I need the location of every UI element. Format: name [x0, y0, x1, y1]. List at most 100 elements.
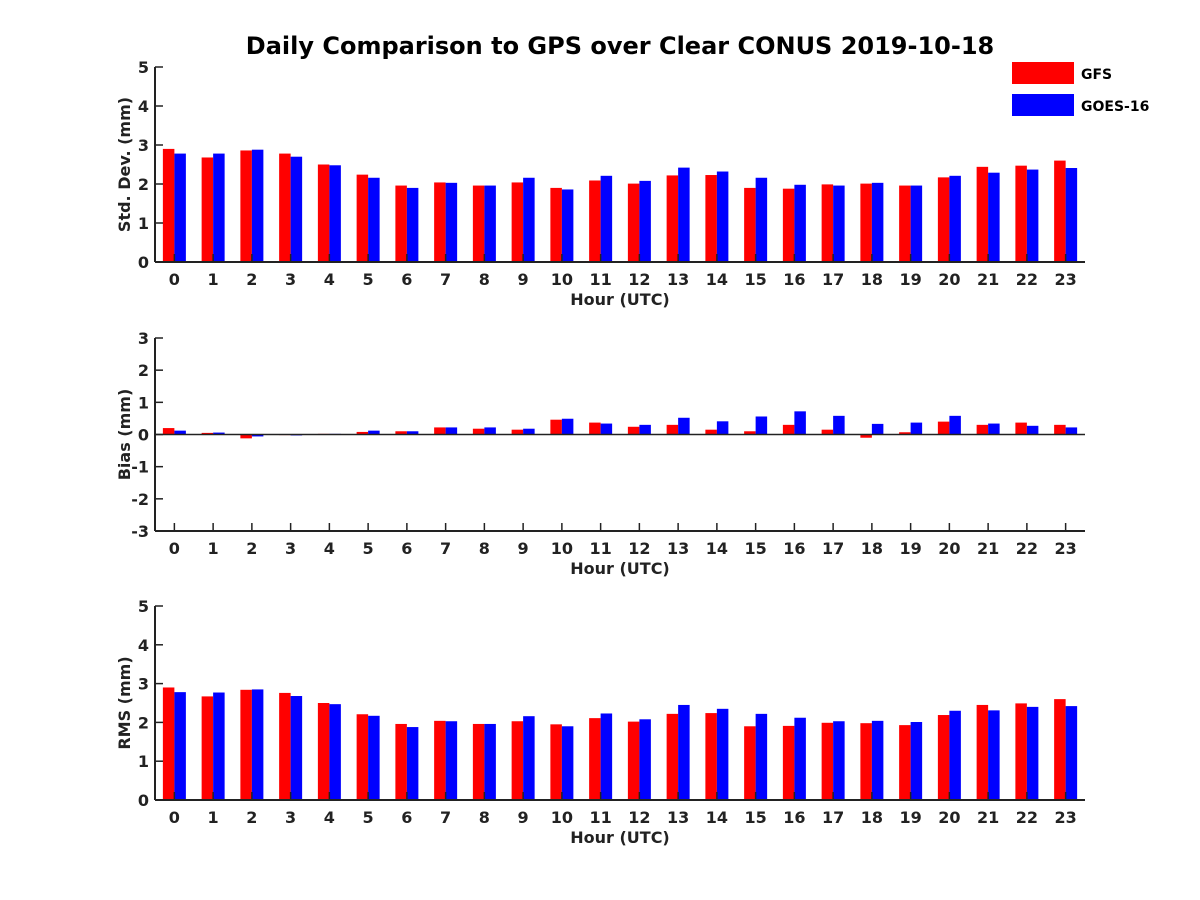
x-tick-label-std-10: 10 — [551, 270, 573, 289]
x-tick-label-rms-19: 19 — [899, 808, 921, 827]
x-tick-label-rms-8: 8 — [479, 808, 490, 827]
bar-bias-gfs-2 — [240, 434, 252, 439]
bar-rms-gfs-8 — [472, 723, 485, 800]
bar-std-gfs-3 — [279, 153, 291, 262]
x-tick-label-bias-8: 8 — [479, 539, 490, 558]
y-tick-label-bias--3: -3 — [131, 522, 149, 541]
bar-bias-goes16-5 — [368, 430, 380, 435]
bar-rms-goes16-15 — [755, 713, 768, 800]
bar-bias-gfs-19 — [899, 432, 911, 435]
x-tick-label-std-15: 15 — [744, 270, 766, 289]
bar-bias-gfs-1 — [201, 432, 214, 435]
x-tick-label-std-14: 14 — [706, 270, 728, 289]
bar-std-gfs-0 — [162, 148, 175, 262]
x-tick-label-rms-2: 2 — [246, 808, 257, 827]
x-tick-label-std-11: 11 — [589, 270, 611, 289]
bar-rms-gfs-13 — [666, 713, 679, 800]
y-axis-label-rms: RMS (mm) — [115, 656, 134, 749]
x-tick-label-std-20: 20 — [938, 270, 960, 289]
x-tick-label-bias-5: 5 — [363, 539, 374, 558]
x-axis-label-bias: Hour (UTC) — [570, 559, 670, 578]
x-tick-label-std-8: 8 — [479, 270, 490, 289]
bar-rms-goes16-16 — [794, 717, 806, 800]
bar-std-gfs-22 — [1015, 165, 1027, 262]
bar-std-goes16-4 — [329, 165, 341, 262]
bar-std-goes16-14 — [716, 171, 729, 262]
bar-std-goes16-12 — [639, 180, 651, 262]
bar-std-gfs-14 — [705, 175, 717, 262]
bar-rms-goes16-6 — [406, 727, 419, 800]
bar-rms-gfs-6 — [395, 723, 407, 800]
bar-std-goes16-3 — [290, 156, 303, 262]
bar-std-goes16-16 — [794, 184, 806, 262]
x-tick-label-std-23: 23 — [1054, 270, 1076, 289]
bar-bias-gfs-9 — [511, 429, 524, 435]
x-tick-label-std-13: 13 — [667, 270, 689, 289]
bar-rms-gfs-1 — [201, 696, 214, 800]
x-tick-label-rms-5: 5 — [363, 808, 374, 827]
bar-std-goes16-15 — [755, 177, 768, 262]
bar-rms-goes16-0 — [174, 692, 186, 800]
y-tick-label-std-0: 0 — [138, 253, 149, 272]
bar-rms-gfs-18 — [860, 723, 872, 800]
bar-std-gfs-1 — [201, 157, 214, 262]
bar-bias-gfs-5 — [356, 431, 369, 435]
y-tick-label-bias-3: 3 — [138, 329, 149, 348]
bar-bias-gfs-13 — [666, 424, 679, 435]
y-tick-label-rms-2: 2 — [138, 713, 149, 732]
x-tick-label-bias-18: 18 — [861, 539, 883, 558]
bar-bias-gfs-14 — [705, 429, 717, 435]
x-tick-label-rms-14: 14 — [706, 808, 728, 827]
bar-bias-goes16-9 — [523, 428, 535, 435]
y-tick-label-bias--1: -1 — [131, 458, 149, 477]
y-tick-label-std-3: 3 — [138, 136, 149, 155]
bar-std-goes16-2 — [251, 149, 264, 262]
bar-bias-goes16-18 — [871, 423, 884, 435]
y-tick-label-std-5: 5 — [138, 58, 149, 77]
bar-bias-gfs-0 — [162, 428, 175, 435]
x-tick-label-std-19: 19 — [899, 270, 921, 289]
bar-bias-goes16-7 — [445, 427, 458, 435]
x-tick-label-std-16: 16 — [783, 270, 805, 289]
bar-std-gfs-11 — [589, 180, 601, 262]
x-tick-label-bias-0: 0 — [169, 539, 180, 558]
bar-bias-goes16-23 — [1065, 427, 1078, 435]
bar-bias-goes16-17 — [833, 415, 845, 435]
chart-title: Daily Comparison to GPS over Clear CONUS… — [246, 32, 994, 60]
bar-std-goes16-23 — [1065, 168, 1078, 262]
bar-bias-goes16-10 — [561, 418, 574, 435]
x-tick-label-std-3: 3 — [285, 270, 296, 289]
bar-std-goes16-0 — [174, 153, 186, 262]
x-tick-label-std-17: 17 — [822, 270, 844, 289]
x-tick-label-std-18: 18 — [861, 270, 883, 289]
bar-rms-goes16-5 — [368, 715, 380, 800]
y-tick-label-rms-3: 3 — [138, 675, 149, 694]
bar-rms-goes16-19 — [910, 722, 923, 800]
x-tick-label-rms-15: 15 — [744, 808, 766, 827]
bar-rms-gfs-19 — [899, 725, 911, 800]
y-tick-label-rms-5: 5 — [138, 597, 149, 616]
bar-bias-gfs-20 — [937, 421, 950, 435]
x-tick-label-std-22: 22 — [1016, 270, 1038, 289]
bar-bias-goes16-20 — [949, 415, 961, 435]
legend-swatch-gfs — [1012, 62, 1074, 84]
bar-bias-gfs-15 — [744, 431, 756, 435]
x-tick-label-rms-13: 13 — [667, 808, 689, 827]
bar-rms-goes16-7 — [445, 721, 458, 800]
bar-bias-gfs-21 — [976, 424, 989, 435]
bar-std-gfs-12 — [627, 183, 640, 262]
y-tick-label-bias-0: 0 — [138, 426, 149, 445]
x-tick-label-std-9: 9 — [518, 270, 529, 289]
y-axis-label-std: Std. Dev. (mm) — [115, 97, 134, 232]
x-tick-label-bias-19: 19 — [899, 539, 921, 558]
x-tick-label-bias-21: 21 — [977, 539, 999, 558]
bar-bias-goes16-22 — [1026, 425, 1039, 435]
x-tick-label-rms-20: 20 — [938, 808, 960, 827]
bar-std-gfs-17 — [821, 184, 834, 262]
bar-rms-gfs-4 — [317, 703, 330, 800]
